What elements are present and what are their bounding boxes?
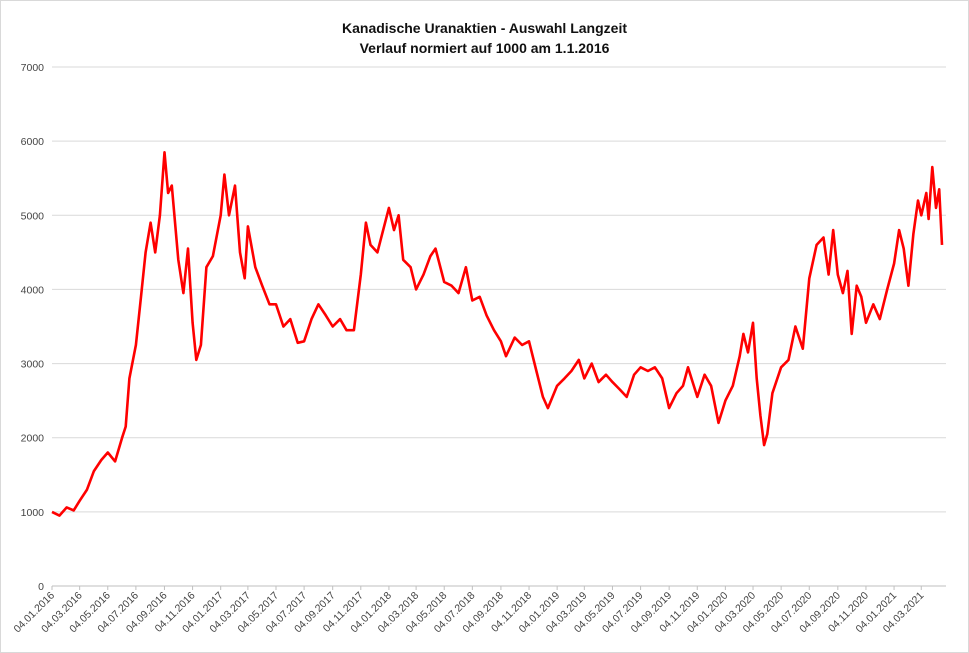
plot-area [51,151,944,517]
y-tick-label: 4000 [21,284,45,296]
y-tick-label: 5000 [21,210,45,222]
y-tick-label: 6000 [21,136,45,148]
gridlines [52,66,946,587]
y-tick-label: 3000 [21,359,45,371]
y-axis: 0 1000 2000 3000 4000 5000 6000 7000 [21,62,45,593]
x-axis: 04.01.201604.03.201604.05.201604.07.2016… [11,586,926,635]
chart-title: Kanadische Uranaktien - Auswahl Langzeit [342,20,627,36]
chart-subtitle: Verlauf normiert auf 1000 am 1.1.2016 [359,40,610,56]
y-tick-label: 2000 [21,433,45,445]
y-tick-label: 7000 [21,62,45,74]
series-line [51,151,944,517]
y-tick-label: 0 [38,581,44,593]
y-tick-label: 1000 [21,507,45,519]
